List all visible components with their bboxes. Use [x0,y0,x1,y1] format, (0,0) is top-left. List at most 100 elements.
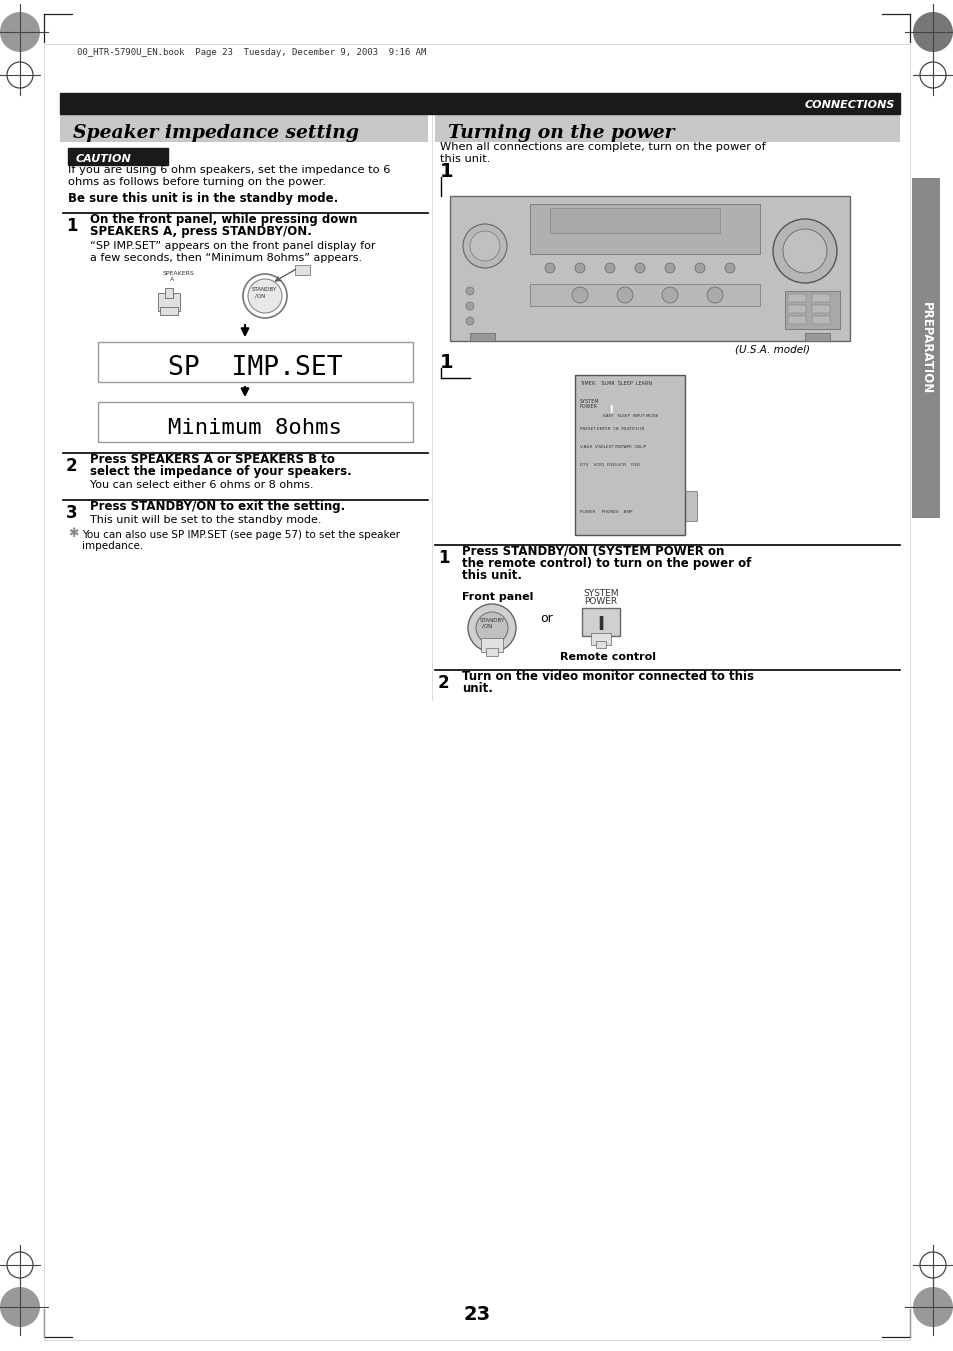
Text: I: I [609,405,612,415]
Circle shape [629,426,649,444]
Text: unit.: unit. [461,682,493,694]
Bar [787,305,805,313]
Text: PRESET ENTER  CB  MULTICH IN: PRESET ENTER CB MULTICH IN [579,427,643,431]
Bar [98,342,413,382]
Text: I: I [597,616,604,635]
Text: /ON: /ON [481,624,492,630]
Circle shape [575,263,584,273]
Text: ohms as follows before turning on the power.: ohms as follows before turning on the po… [68,177,326,186]
Bar [784,290,840,330]
Text: Turn on the video monitor connected to this: Turn on the video monitor connected to t… [461,670,753,684]
Text: POWER: POWER [584,597,617,607]
Text: the remote control) to turn on the power of: the remote control) to turn on the power… [461,557,751,570]
Text: (U.S.A. model): (U.S.A. model) [734,345,809,354]
Circle shape [645,388,656,399]
Bar [636,494,647,507]
Circle shape [635,263,644,273]
Bar [811,305,829,313]
Bar [480,638,502,653]
Circle shape [544,263,555,273]
Circle shape [724,263,734,273]
Circle shape [655,443,675,463]
Circle shape [470,231,499,261]
Circle shape [655,426,675,444]
Bar [659,516,678,528]
Text: STANDBY: STANDBY [252,286,276,292]
Text: EASY   SLEEP  INPUT MODE: EASY SLEEP INPUT MODE [602,413,658,417]
Text: DTV    VCR1  DVD/VCR    DVD: DTV VCR1 DVD/VCR DVD [579,463,639,467]
Text: this unit.: this unit. [439,154,490,163]
Circle shape [476,612,507,644]
Bar [60,115,428,142]
Text: SYSTEM: SYSTEM [579,399,599,404]
Text: On the front panel, while pressing down: On the front panel, while pressing down [90,213,357,226]
Text: Press STANDBY/ON to exit the setting.: Press STANDBY/ON to exit the setting. [90,500,345,513]
Bar [435,115,899,142]
Text: CONNECTIONS: CONNECTIONS [803,100,894,109]
Text: You can select either 6 ohms or 8 ohms.: You can select either 6 ohms or 8 ohms. [90,480,314,490]
Text: PREPARATION: PREPARATION [919,301,931,394]
Bar [587,494,599,507]
Text: impedance.: impedance. [82,540,143,551]
Text: Remote control: Remote control [559,653,656,662]
Circle shape [661,286,678,303]
Bar [599,400,621,413]
Text: ✱: ✱ [68,527,78,540]
Text: SPEAKERS: SPEAKERS [163,272,194,276]
Text: SP  IMP.SET: SP IMP.SET [168,355,342,381]
Bar [98,403,413,442]
Circle shape [0,1288,40,1327]
Text: V.AUX  V.SELEXT MDTAPE  CBL/P: V.AUX V.SELEXT MDTAPE CBL/P [579,444,645,449]
Bar [550,208,720,232]
Circle shape [617,286,633,303]
Circle shape [462,224,506,267]
Circle shape [664,263,675,273]
Bar [911,178,939,517]
Bar [579,516,598,528]
Circle shape [465,303,474,309]
Circle shape [604,426,624,444]
Circle shape [912,12,952,51]
Bar [294,265,310,276]
Circle shape [604,443,624,463]
Bar [60,93,899,113]
Text: TIMER    SLMR  SLEEP  LEARN: TIMER SLMR SLEEP LEARN [579,381,652,386]
Text: CAUTION: CAUTION [76,154,132,163]
Bar [530,284,760,305]
Text: select the impedance of your speakers.: select the impedance of your speakers. [90,465,352,478]
Text: a few seconds, then “Minimum 8ohms” appears.: a few seconds, then “Minimum 8ohms” appe… [90,253,362,263]
Text: 3: 3 [66,504,77,521]
Bar [619,494,631,507]
Text: If you are using 6 ohm speakers, set the impedance to 6: If you are using 6 ohm speakers, set the… [68,165,390,176]
Bar [485,648,497,657]
Text: 23: 23 [463,1305,490,1324]
Text: 1: 1 [439,353,453,372]
Text: SYSTEM: SYSTEM [582,589,618,598]
Circle shape [0,12,40,51]
Bar [584,490,655,509]
Text: STANDBY: STANDBY [479,617,504,623]
Text: Turning on the power: Turning on the power [448,124,674,142]
Bar [787,295,805,303]
Circle shape [468,604,516,653]
Circle shape [912,1288,952,1327]
Circle shape [604,263,615,273]
Bar [811,295,829,303]
Text: POWER: POWER [579,404,598,409]
Bar [804,332,829,340]
Circle shape [598,388,607,399]
Circle shape [465,286,474,295]
Circle shape [629,443,649,463]
Circle shape [465,317,474,326]
Circle shape [572,286,587,303]
Text: “SP IMP.SET” appears on the front panel display for: “SP IMP.SET” appears on the front panel … [90,240,375,251]
Circle shape [248,280,282,313]
Bar [575,376,684,535]
Text: or: or [539,612,552,626]
Text: 1: 1 [66,218,77,235]
Bar [530,204,760,254]
Bar [165,288,172,299]
Text: POWER     PHONES    AMP: POWER PHONES AMP [579,509,632,513]
Text: SPEAKERS A, press STANDBY/ON.: SPEAKERS A, press STANDBY/ON. [90,226,312,238]
Bar [450,196,849,340]
